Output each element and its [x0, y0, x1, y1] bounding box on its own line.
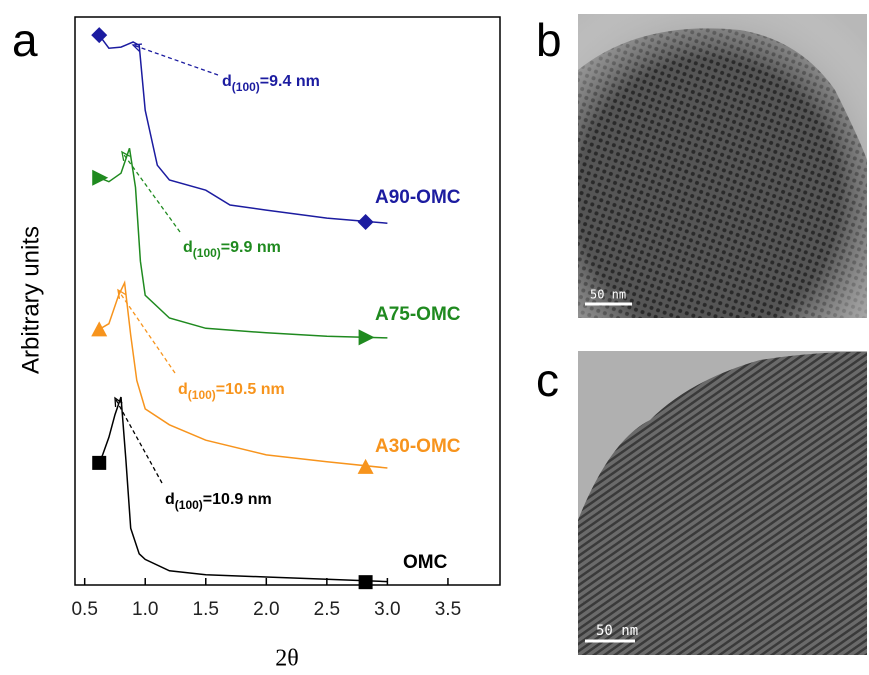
- panel-letter: c: [536, 354, 559, 406]
- annotation: d(100)=10.9 nm: [165, 491, 272, 512]
- series-label: A90-OMC: [375, 187, 461, 208]
- x-tick-label: 1.5: [193, 599, 219, 620]
- annotation-rest: =9.4 nm: [260, 73, 320, 90]
- marker: [357, 214, 374, 231]
- y-axis-label: Arbitrary units: [17, 226, 44, 374]
- arrow-head: [117, 288, 127, 299]
- annotation-arrow: [117, 289, 176, 374]
- marker: [358, 575, 373, 590]
- annotation: d(100)=10.5 nm: [178, 381, 285, 402]
- x-axis-label: 2θ: [275, 646, 299, 672]
- marker: [358, 329, 375, 346]
- x-tick-label: 3.0: [374, 599, 400, 620]
- series-label: A30-OMC: [375, 436, 461, 457]
- x-tick-label: 0.5: [71, 599, 97, 620]
- annotation-d: d: [222, 73, 232, 90]
- x-tick-label: 2.5: [314, 599, 340, 620]
- series-line: [98, 280, 388, 469]
- marker: [91, 27, 108, 44]
- annotation-arrow: [121, 151, 181, 233]
- series-line: [98, 396, 388, 583]
- annotation-sub: (100): [193, 246, 221, 260]
- series-line: [98, 34, 388, 224]
- marker: [357, 458, 374, 474]
- panel-letter: a: [12, 14, 38, 66]
- annotation-d: d: [165, 491, 175, 508]
- annotation-sub: (100): [188, 388, 216, 402]
- annotation-arrow: [132, 44, 219, 76]
- annotation-d: d: [183, 239, 193, 256]
- marker: [92, 455, 107, 470]
- plot-frame: [74, 16, 501, 586]
- annotation: d(100)=9.4 nm: [222, 73, 320, 94]
- annotation-d: d: [178, 381, 188, 398]
- series-label: OMC: [403, 552, 448, 573]
- panel-letter: b: [536, 14, 562, 66]
- scale-bar-label: 50 nm: [596, 623, 638, 639]
- tem-image-b: 50 nm: [578, 14, 867, 318]
- x-tick-label: 2.0: [253, 599, 279, 620]
- annotation-sub: (100): [175, 498, 203, 512]
- annotation: d(100)=9.9 nm: [183, 239, 281, 260]
- annotation-rest: =10.5 nm: [216, 381, 285, 398]
- marker: [91, 321, 108, 337]
- scale-bar-label: 50 nm: [590, 288, 626, 302]
- series-label: A75-OMC: [375, 304, 461, 325]
- annotation-sub: (100): [232, 80, 260, 94]
- tem-image-c: 50 nm: [578, 351, 867, 655]
- marker: [92, 169, 109, 186]
- arrow-head: [114, 396, 123, 408]
- annotation-arrow: [114, 397, 163, 484]
- arrow-head: [121, 150, 131, 161]
- annotation-rest: =10.9 nm: [203, 491, 272, 508]
- arrow-head: [131, 43, 143, 52]
- series-line: [98, 147, 388, 339]
- annotation-rest: =9.9 nm: [221, 239, 281, 256]
- x-tick-label: 1.0: [132, 599, 158, 620]
- x-tick-label: 3.5: [435, 599, 461, 620]
